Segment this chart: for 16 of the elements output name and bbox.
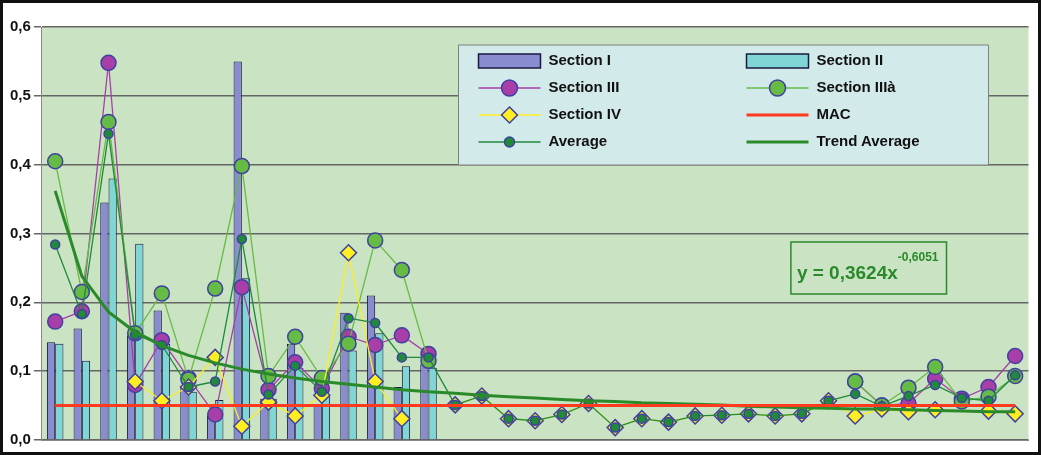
y-tick-label: 0,6 bbox=[9, 17, 31, 35]
y-tick-label: 0,2 bbox=[9, 292, 31, 310]
y-tick-label: 0,5 bbox=[9, 85, 31, 103]
legend-label: Section IIIà bbox=[816, 78, 897, 96]
y-tick-label: 0,1 bbox=[9, 361, 31, 379]
y-tick-label: 0,3 bbox=[9, 223, 31, 241]
legend-label: Average bbox=[548, 132, 608, 150]
y-tick-label: 0,0 bbox=[9, 430, 31, 448]
legend-label: Section I bbox=[548, 51, 612, 69]
annotation: y = 0,3624x-0,6051 bbox=[796, 250, 939, 283]
legend-label: MAC bbox=[816, 105, 851, 123]
legend-label: Section II bbox=[816, 51, 884, 69]
legend-label: Section IV bbox=[548, 105, 622, 123]
y-tick-label: 0,4 bbox=[9, 154, 32, 172]
legend-label: Trend Average bbox=[816, 132, 920, 150]
legend-label: Section III bbox=[548, 78, 620, 96]
